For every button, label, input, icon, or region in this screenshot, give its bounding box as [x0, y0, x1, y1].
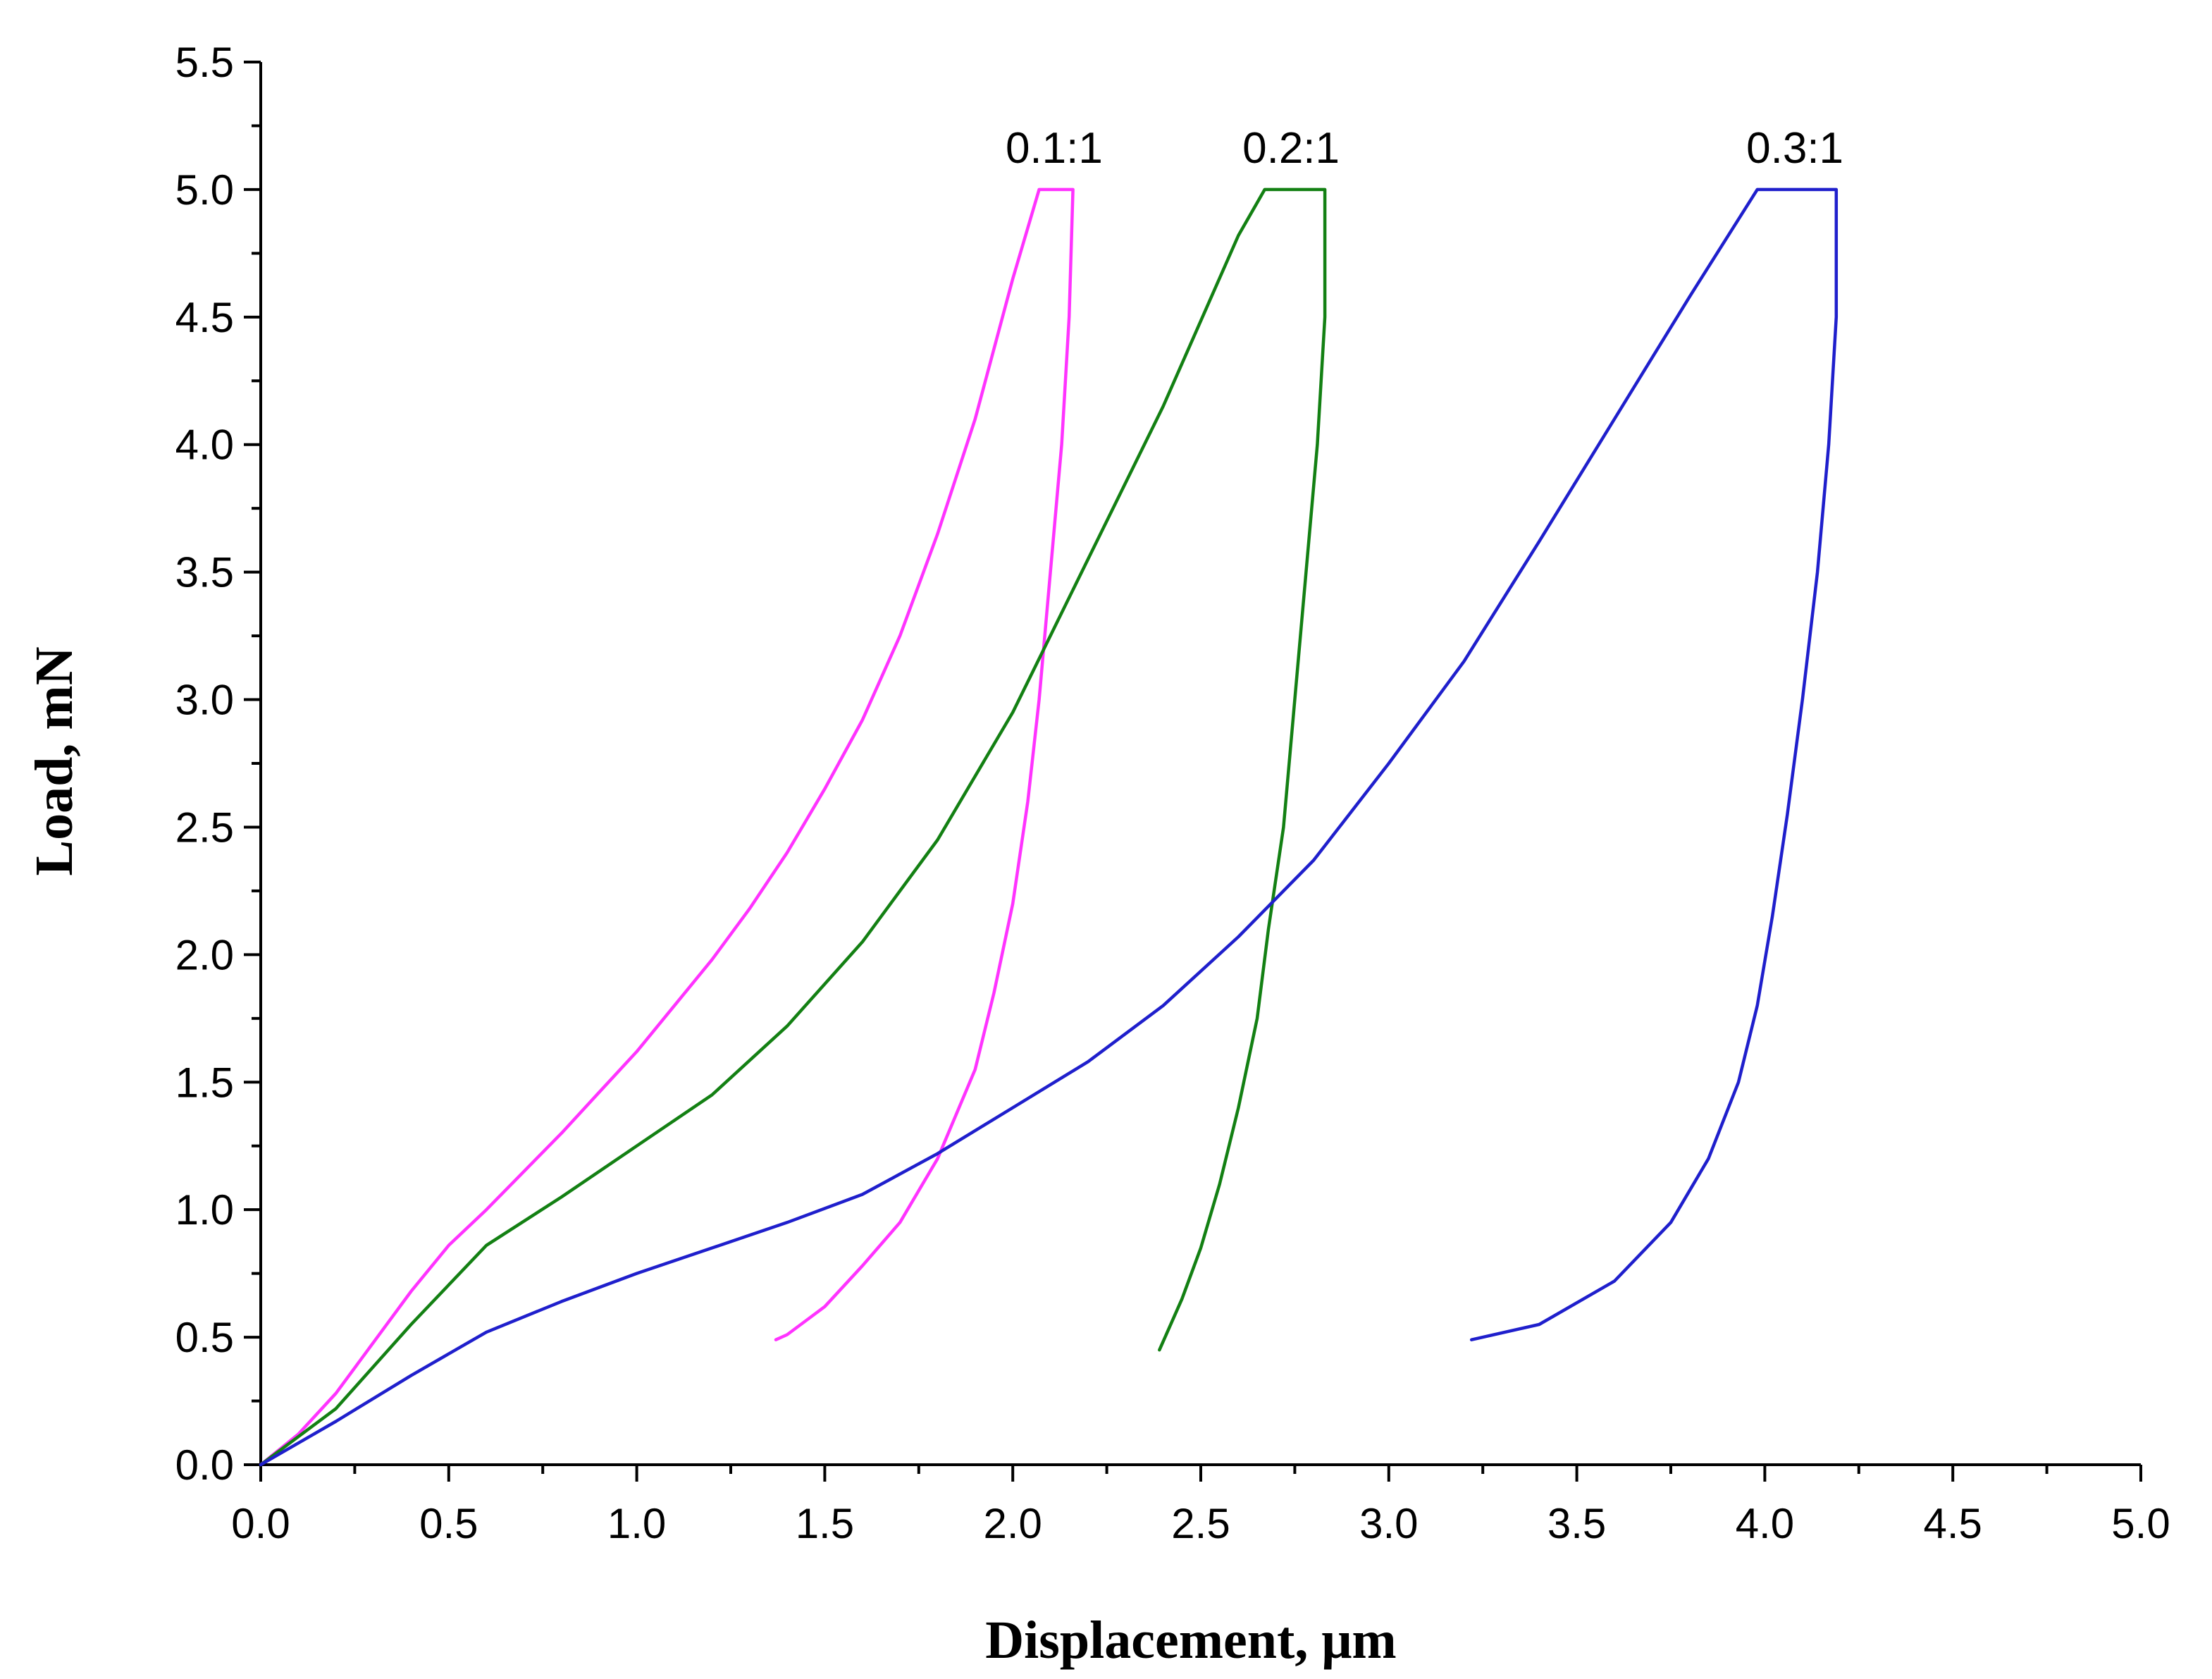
y-axis-title: Load, mN: [25, 646, 84, 875]
series-lines: [259, 187, 1839, 1467]
y-tick-label: 5.0: [175, 166, 234, 214]
y-tick-label: 4.0: [175, 422, 234, 469]
x-tick-label: 4.5: [1923, 1500, 1982, 1547]
series-label: 0.3:1: [1746, 124, 1843, 173]
y-tick-label: 0.5: [175, 1314, 234, 1361]
x-tick-label: 2.0: [983, 1500, 1042, 1547]
y-tick-label: 0.0: [175, 1441, 234, 1489]
series-line-0-1-1: [259, 187, 1075, 1467]
series-line-0-2-1: [259, 187, 1327, 1467]
x-tick-label: 2.5: [1171, 1500, 1230, 1547]
x-tick-label: 5.0: [2111, 1500, 2170, 1547]
y-tick-label: 5.5: [175, 39, 234, 86]
series-labels: 0.1:1 0.2:1 0.3:1: [1006, 124, 1843, 173]
x-tick-label: 0.0: [231, 1500, 290, 1547]
x-tick-label: 3.5: [1547, 1500, 1606, 1547]
x-axis-title: Displacement, μm: [985, 1611, 1396, 1670]
x-tick-label: 4.0: [1736, 1500, 1794, 1547]
y-tick-label: 1.5: [175, 1059, 234, 1106]
x-tick-label: 3.0: [1359, 1500, 1418, 1547]
x-tick-label: 1.5: [796, 1500, 854, 1547]
y-tick-label: 2.5: [175, 804, 234, 851]
y-tick-label: 1.0: [175, 1186, 234, 1234]
y-tick-label: 3.5: [175, 549, 234, 596]
series-line-0-3-1: [259, 187, 1839, 1467]
axes: [259, 62, 2141, 1466]
series-label: 0.2:1: [1242, 124, 1340, 173]
y-tick-label: 2.0: [175, 931, 234, 978]
y-tick-label: 3.0: [175, 677, 234, 724]
y-tick-label: 4.5: [175, 294, 234, 341]
series-label: 0.1:1: [1006, 124, 1103, 173]
ticks: 0.0 0.5 1.0 1.5 2.0 2.5 3.0 3.5 4.0 4.5 5.0 0.0 0.5 1…: [175, 39, 2170, 1547]
x-tick-label: 1.0: [607, 1500, 666, 1547]
x-tick-label: 0.5: [419, 1500, 478, 1547]
